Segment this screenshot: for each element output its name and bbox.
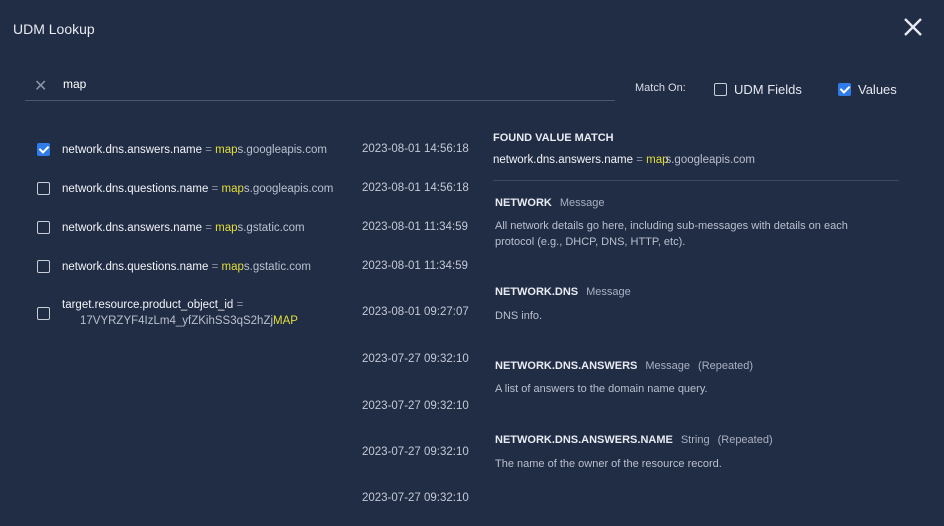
result-checkbox[interactable] — [37, 260, 50, 273]
result-timestamp: 2023-08-01 14:56:18 — [362, 143, 469, 155]
found-eq: = — [636, 154, 643, 166]
result-row[interactable]: network.dns.answers.name = maps.gstatic.… — [37, 221, 305, 234]
result-field: network.dns.answers.name — [62, 143, 202, 156]
result-eq: = — [205, 221, 212, 234]
result-value: s.gstatic.com — [243, 260, 311, 273]
divider — [493, 180, 899, 181]
result-row[interactable]: network.dns.answers.name = maps.googleap… — [37, 143, 327, 156]
result-row[interactable]: target.resource.product_object_id = 17VYR… — [37, 297, 298, 329]
values-option[interactable]: Values — [838, 82, 897, 97]
result-eq: = — [236, 299, 244, 311]
section-type: Message — [559, 197, 605, 209]
result-highlight: map — [215, 221, 238, 234]
found-value: s.googleapis.com — [665, 154, 755, 166]
dialog-title: UDM Lookup — [13, 21, 95, 37]
result-value: s.googleapis.com — [243, 182, 334, 195]
result-highlight: map — [221, 260, 244, 273]
result-eq: = — [211, 260, 219, 273]
result-row[interactable]: network.dns.questions.name = maps.google… — [37, 182, 333, 195]
result-highlight: map — [221, 182, 244, 195]
udm-section-header: NETWORK Message — [495, 195, 612, 209]
result-checkbox[interactable] — [37, 221, 50, 234]
result-timestamp: 2023-07-27 09:32:10 — [362, 400, 469, 412]
result-checkbox[interactable] — [37, 143, 50, 156]
section-name: NETWORK.DNS.ANSWERS — [495, 360, 638, 372]
result-field: network.dns.answers.name — [62, 221, 202, 234]
result-highlight: map — [215, 143, 238, 156]
section-description: DNS info. — [495, 310, 543, 322]
found-field: network.dns.answers.name — [493, 154, 633, 166]
udm-section-header: NETWORK.DNS.ANSWERS Message (Repeated) — [495, 358, 753, 372]
found-match: network.dns.answers.name = maps.googleap… — [493, 154, 755, 166]
section-type: Message — [645, 360, 691, 372]
udm-fields-label: UDM Fields — [734, 82, 802, 97]
values-label: Values — [858, 82, 897, 97]
result-checkbox[interactable] — [37, 182, 50, 195]
result-value: 17VYRZYF4IzLm4_yfZKihSS3qS2hZj — [80, 315, 274, 327]
udm-fields-option[interactable]: UDM Fields — [714, 82, 802, 97]
result-field: network.dns.questions.name — [62, 260, 209, 273]
result-row[interactable]: network.dns.questions.name = maps.gstati… — [37, 260, 311, 273]
values-checkbox[interactable] — [838, 83, 851, 96]
result-eq: = — [211, 182, 219, 195]
search-field[interactable]: ✕ — [25, 70, 615, 101]
result-timestamp: 2023-08-01 11:34:59 — [362, 221, 468, 233]
section-description: All network details go here, including s… — [495, 220, 848, 248]
section-type: Message — [586, 286, 631, 298]
result-timestamp: 2023-08-01 14:56:18 — [362, 182, 469, 194]
section-type: String — [680, 434, 710, 446]
found-highlight: map — [646, 154, 669, 166]
section-repeated: (Repeated) — [698, 360, 754, 372]
section-name: NETWORK.DNS.ANSWERS.NAME — [495, 434, 673, 446]
result-highlight: MAP — [273, 315, 298, 327]
result-field: network.dns.questions.name — [62, 182, 209, 195]
result-timestamp: 2023-07-27 09:32:10 — [362, 492, 469, 504]
match-on-label: Match On: — [635, 82, 686, 94]
result-timestamp: 2023-07-27 09:32:10 — [362, 353, 469, 365]
found-heading: FOUND VALUE MATCH — [493, 132, 614, 144]
udm-section-header: NETWORK.DNS.ANSWERS.NAME String (Repeated) — [495, 432, 773, 446]
udm-section-header: NETWORK.DNS Message — [495, 284, 639, 298]
section-name: NETWORK — [495, 197, 552, 209]
udm-fields-checkbox[interactable] — [714, 83, 727, 96]
close-icon[interactable] — [902, 16, 924, 38]
section-description: A list of answers to the domain name que… — [495, 383, 708, 395]
result-timestamp: 2023-08-01 09:27:07 — [362, 306, 469, 318]
result-checkbox[interactable] — [37, 306, 50, 320]
result-value: s.googleapis.com — [237, 143, 327, 156]
section-description: The name of the owner of the resource re… — [495, 458, 722, 470]
result-field: target.resource.product_object_id — [62, 299, 234, 311]
search-input[interactable] — [63, 77, 563, 91]
section-name: NETWORK.DNS — [495, 286, 579, 298]
result-timestamp: 2023-07-27 09:32:10 — [362, 446, 469, 458]
clear-search-icon[interactable]: ✕ — [34, 78, 48, 95]
result-timestamp: 2023-08-01 11:34:59 — [362, 260, 468, 272]
result-eq: = — [205, 143, 212, 156]
result-value: s.gstatic.com — [237, 221, 305, 234]
section-repeated: (Repeated) — [717, 434, 773, 446]
